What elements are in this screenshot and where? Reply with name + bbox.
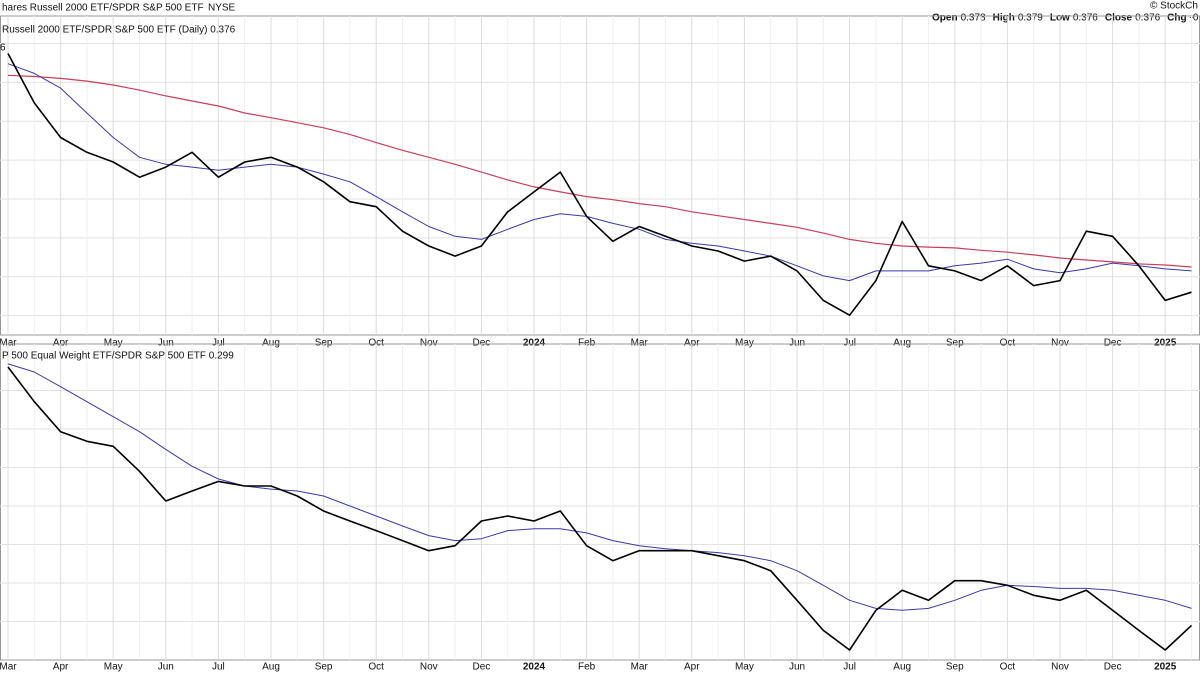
x-tick-label: Sep	[946, 662, 964, 673]
series-line	[7, 63, 1192, 282]
x-tick-label: Jul	[212, 662, 225, 673]
header-title: hares Russell 2000 ETF/SPDR S&P 500 ETF	[2, 3, 204, 14]
x-tick-label: Mar	[631, 662, 649, 673]
x-tick-label: Dec	[1104, 338, 1122, 349]
series-line	[7, 74, 1192, 268]
ohlc-label: High	[993, 13, 1015, 24]
series-line	[7, 366, 1193, 651]
x-tick-label: Mar	[0, 662, 17, 673]
ohlc-value: 0.378	[961, 13, 986, 24]
x-tick-label: Jul	[212, 338, 225, 349]
series-line	[7, 53, 1192, 316]
x-tick-label: Nov	[1051, 338, 1069, 349]
x-tick-label: Oct	[1000, 662, 1016, 673]
x-tick-label: 2025	[1154, 338, 1177, 349]
x-tick-label: Aug	[262, 662, 280, 673]
x-tick-label: Oct	[368, 662, 384, 673]
ohlc-label: Close	[1105, 13, 1133, 24]
x-tick-label: 2024	[523, 662, 546, 673]
x-tick-label: Nov	[420, 662, 438, 673]
x-tick-label: Dec	[1104, 662, 1122, 673]
series-line	[7, 363, 1192, 611]
ohlc-value: -0.005 (-	[1190, 13, 1200, 24]
x-tick-label: Nov	[420, 338, 438, 349]
x-tick-label: Apr	[684, 662, 700, 673]
x-tick-label: Oct	[1000, 338, 1016, 349]
panel-title: Russell 2000 ETF/SPDR S&P 500 ETF (Daily…	[2, 25, 236, 36]
x-tick-label: Apr	[53, 338, 69, 349]
x-tick-label: May	[104, 662, 123, 673]
x-tick-label: Oct	[368, 338, 384, 349]
x-tick-label: May	[735, 338, 754, 349]
ohlc-label: Open	[932, 13, 958, 24]
watermark: © StockCh	[1150, 1, 1198, 12]
x-tick-label: May	[104, 338, 123, 349]
x-tick-label: Jul	[843, 338, 856, 349]
x-tick-label: 2024	[523, 338, 546, 349]
x-tick-label: Apr	[684, 338, 700, 349]
x-tick-label: Aug	[893, 338, 911, 349]
header-exchange: NYSE	[208, 3, 236, 14]
ohlc-value: 0.376	[1135, 13, 1160, 24]
x-tick-label: Dec	[473, 338, 491, 349]
panel-title: P 500 Equal Weight ETF/SPDR S&P 500 ETF …	[2, 351, 234, 362]
ohlc-value: 0.376	[1073, 13, 1098, 24]
x-tick-label: Jun	[158, 662, 174, 673]
x-tick-label: Apr	[53, 662, 69, 673]
x-tick-label: 2025	[1154, 662, 1177, 673]
x-tick-label: Nov	[1051, 662, 1069, 673]
x-tick-label: Mar	[631, 338, 649, 349]
ohlc-label: Chg	[1167, 13, 1186, 24]
x-tick-label: Jun	[789, 662, 805, 673]
annotation: 6	[0, 43, 6, 54]
x-tick-label: Dec	[473, 662, 491, 673]
x-tick-label: Aug	[262, 338, 280, 349]
x-tick-label: Mar	[0, 338, 17, 349]
x-tick-label: May	[735, 662, 754, 673]
x-tick-label: Feb	[578, 338, 596, 349]
x-tick-label: Feb	[578, 662, 596, 673]
x-tick-label: Sep	[946, 338, 964, 349]
x-tick-label: Jul	[843, 662, 856, 673]
x-tick-label: Jun	[789, 338, 805, 349]
x-tick-label: Jun	[158, 338, 174, 349]
x-tick-label: Sep	[315, 662, 333, 673]
ohlc-value: 0.379	[1018, 13, 1043, 24]
x-tick-label: Sep	[315, 338, 333, 349]
ohlc-readout: Open0.378High0.379Low0.376Close0.376Chg-…	[932, 13, 1200, 24]
x-tick-label: Aug	[893, 662, 911, 673]
